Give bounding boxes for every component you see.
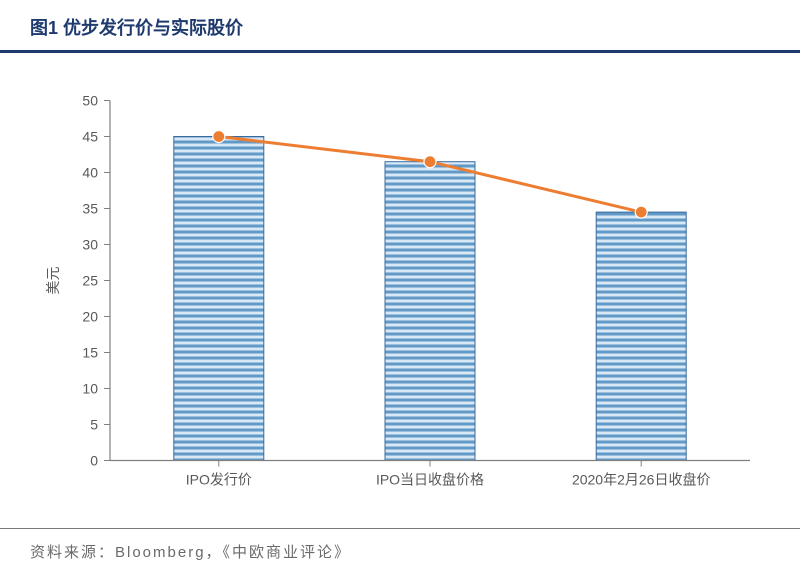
x-tick-label: IPO当日收盘价格	[376, 472, 484, 488]
y-tick-label: 35	[82, 201, 98, 217]
x-tick-label: 2020年2月26日收盘价	[572, 472, 711, 488]
y-tick-label: 45	[82, 129, 98, 145]
y-tick-label: 5	[90, 417, 98, 433]
y-axis-label: 美元	[45, 267, 61, 295]
figure-container: 图1 优步发行价与实际股价 0 5 10 15 20 25 30 35 40 45 50 美元 IPO发…	[0, 0, 800, 576]
y-tick-label: 50	[82, 93, 98, 109]
y-tick-label: 15	[82, 345, 98, 361]
bar	[385, 162, 475, 461]
y-tick-label: 40	[82, 165, 98, 181]
line-marker	[213, 131, 225, 143]
chart-svg: 0 5 10 15 20 25 30 35 40 45 50 美元 IPO发行价 IPO当日收盘价格 202…	[30, 73, 770, 518]
y-tick-label: 30	[82, 237, 98, 253]
y-tick-label: 10	[82, 381, 98, 397]
x-tick-label: IPO发行价	[186, 472, 252, 488]
y-tick-label: 0	[90, 453, 98, 469]
source-caption: 资料来源：Bloomberg，《中欧商业评论》	[0, 528, 800, 576]
y-tick-label: 25	[82, 273, 98, 289]
bar	[596, 212, 686, 460]
y-tick-label: 20	[82, 309, 98, 325]
bar	[174, 137, 264, 461]
line-marker	[424, 156, 436, 168]
line-marker	[635, 206, 647, 218]
figure-title: 图1 优步发行价与实际股价	[0, 0, 800, 53]
chart-area: 0 5 10 15 20 25 30 35 40 45 50 美元 IPO发行价 IPO当日收盘价格 202…	[0, 53, 800, 528]
